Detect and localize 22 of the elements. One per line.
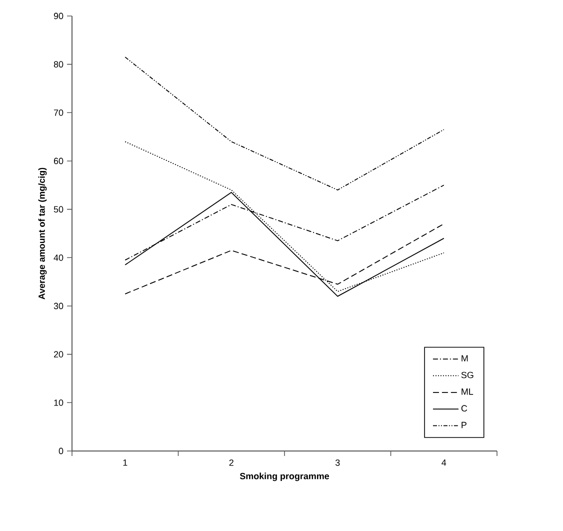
y-tick-label: 80 [54, 61, 64, 68]
x-tick-label: 3 [335, 459, 340, 466]
y-axis-title: Average amount of tar (mg/cig) [38, 168, 47, 300]
y-tick-label: 60 [54, 158, 64, 164]
y-tick-label: 40 [54, 254, 64, 261]
x-tick-label: 4 [442, 459, 446, 466]
y-tick-label: 0 [58, 448, 64, 454]
y-tick-label: 70 [54, 109, 64, 116]
y-tick-label: 10 [54, 399, 64, 406]
legend-label: ML [462, 388, 474, 395]
x-tick-label: 2 [229, 459, 234, 466]
x-axis-title: Smoking programme [240, 472, 330, 482]
legend-label: P [462, 422, 466, 428]
y-tick-label: 90 [54, 12, 64, 20]
legend-label: SG [461, 372, 474, 378]
y-tick-label: 30 [54, 302, 64, 310]
x-tick-label: 1 [123, 459, 128, 466]
y-tick-label: 20 [54, 351, 64, 358]
legend-label: M [462, 355, 468, 362]
line-series [124, 56, 444, 190]
y-tick-label: 50 [54, 206, 64, 213]
legend-label: C [461, 405, 468, 412]
